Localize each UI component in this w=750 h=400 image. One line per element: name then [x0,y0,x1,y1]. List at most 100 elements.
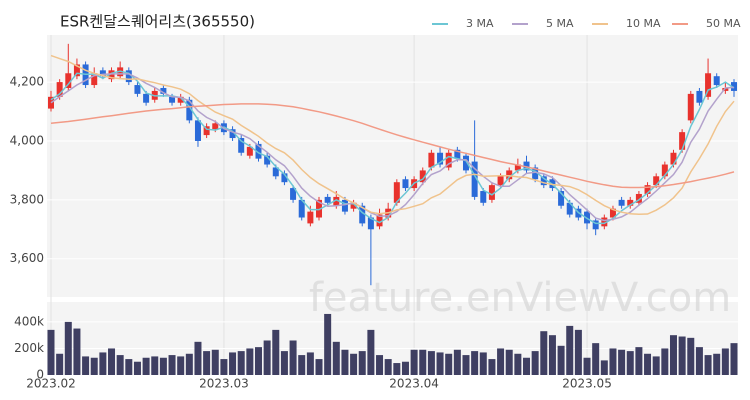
volume-bar [73,328,81,375]
candle-body [497,176,504,186]
legend-label: 10 MA [626,17,661,30]
candle-body [419,170,426,183]
volume-bar [695,347,703,375]
volume-bar [237,351,245,375]
volume-bar [263,340,271,375]
volume-bar [272,329,280,375]
candle-body [316,199,323,218]
volume-bar [246,348,254,375]
candle-body [108,70,115,80]
candle-body [609,208,616,218]
volume-bar [523,357,531,375]
volume-bar [280,351,288,375]
volume-bar [687,337,695,375]
volume-bar [574,329,582,375]
volume-bar [108,348,116,375]
ma-line [50,54,735,216]
volume-bar [341,349,349,375]
volume-bar [125,359,133,375]
candle-body [272,167,279,177]
ma-line [50,103,735,189]
volume-bar [393,363,401,375]
volume-bar [531,351,539,375]
volume-bar [306,352,314,375]
volume-bar [185,353,193,375]
candle-body [255,143,262,159]
candle-body [48,96,54,109]
candle-body [506,170,513,180]
volume-bar [194,341,202,375]
volume-bar [644,353,652,375]
y-tick-label: 4,000 [10,133,44,147]
volume-bar [600,360,608,375]
candle-body [402,179,409,189]
volume-bar [497,348,505,375]
volume-bar [324,313,332,375]
volume-bar [151,356,159,375]
y-tick-label: 3,800 [10,192,44,206]
x-tick-label: 2023.04 [389,377,439,391]
volume-bar [713,353,721,375]
candle-body [359,205,366,224]
volume-bar [410,349,418,375]
candle-body [56,82,63,97]
candle-body [713,76,720,86]
candle-body [290,188,297,200]
candle-body [601,217,608,227]
candle-body [143,93,150,103]
candle-body [177,96,184,103]
volume-bar [669,335,677,375]
volume-bar [479,352,487,375]
volume-bar [142,357,150,375]
volume-bar [350,353,358,375]
candle-body [91,73,98,86]
candle-body [350,202,357,209]
candle-body [134,85,141,94]
x-tick-label: 2023.03 [199,377,249,391]
candle-body [670,152,677,165]
candle-body [540,176,547,186]
y-tick-label: 0 [36,368,44,382]
volume-bar [557,345,565,375]
candle-body [514,164,521,171]
candle-body [125,70,132,83]
volume-bar [211,349,219,375]
volume-bar [315,359,323,375]
volume-bar [401,361,409,375]
candle-body [679,132,686,150]
volume-bar [704,355,712,375]
volume-bar [514,353,522,375]
candle-body [566,202,573,215]
candle-body [186,99,193,121]
chart-title: ESR켄달스퀘어리츠(365550) [60,13,255,31]
volume-bar [177,356,185,375]
volume-bar [332,341,340,375]
volume-bar [56,353,64,375]
candle-body [437,152,444,165]
candle-body [618,199,625,206]
candle-body [558,191,565,206]
volume-bar [427,351,435,375]
candle-body [307,211,314,224]
candle-body [298,199,305,218]
candle-body [169,96,176,103]
volume-bar [289,340,297,375]
candle-body [644,185,651,194]
candle-body [367,217,374,230]
candle-body [229,129,236,139]
candle-body [592,220,599,230]
volume-bar [64,321,72,375]
volume-bar [453,349,461,375]
candle-body [661,164,668,177]
watermark: feature.enViewV.com [309,275,731,321]
volume-bar [488,359,496,375]
volume-bar [635,347,643,375]
candle-body [264,155,271,165]
volume-bar [471,351,479,375]
volume-bar [384,359,392,375]
volume-bar [721,348,729,375]
candle-body [445,152,452,168]
candle-body [462,155,469,171]
candle-body [722,87,729,91]
candle-body [523,161,530,171]
